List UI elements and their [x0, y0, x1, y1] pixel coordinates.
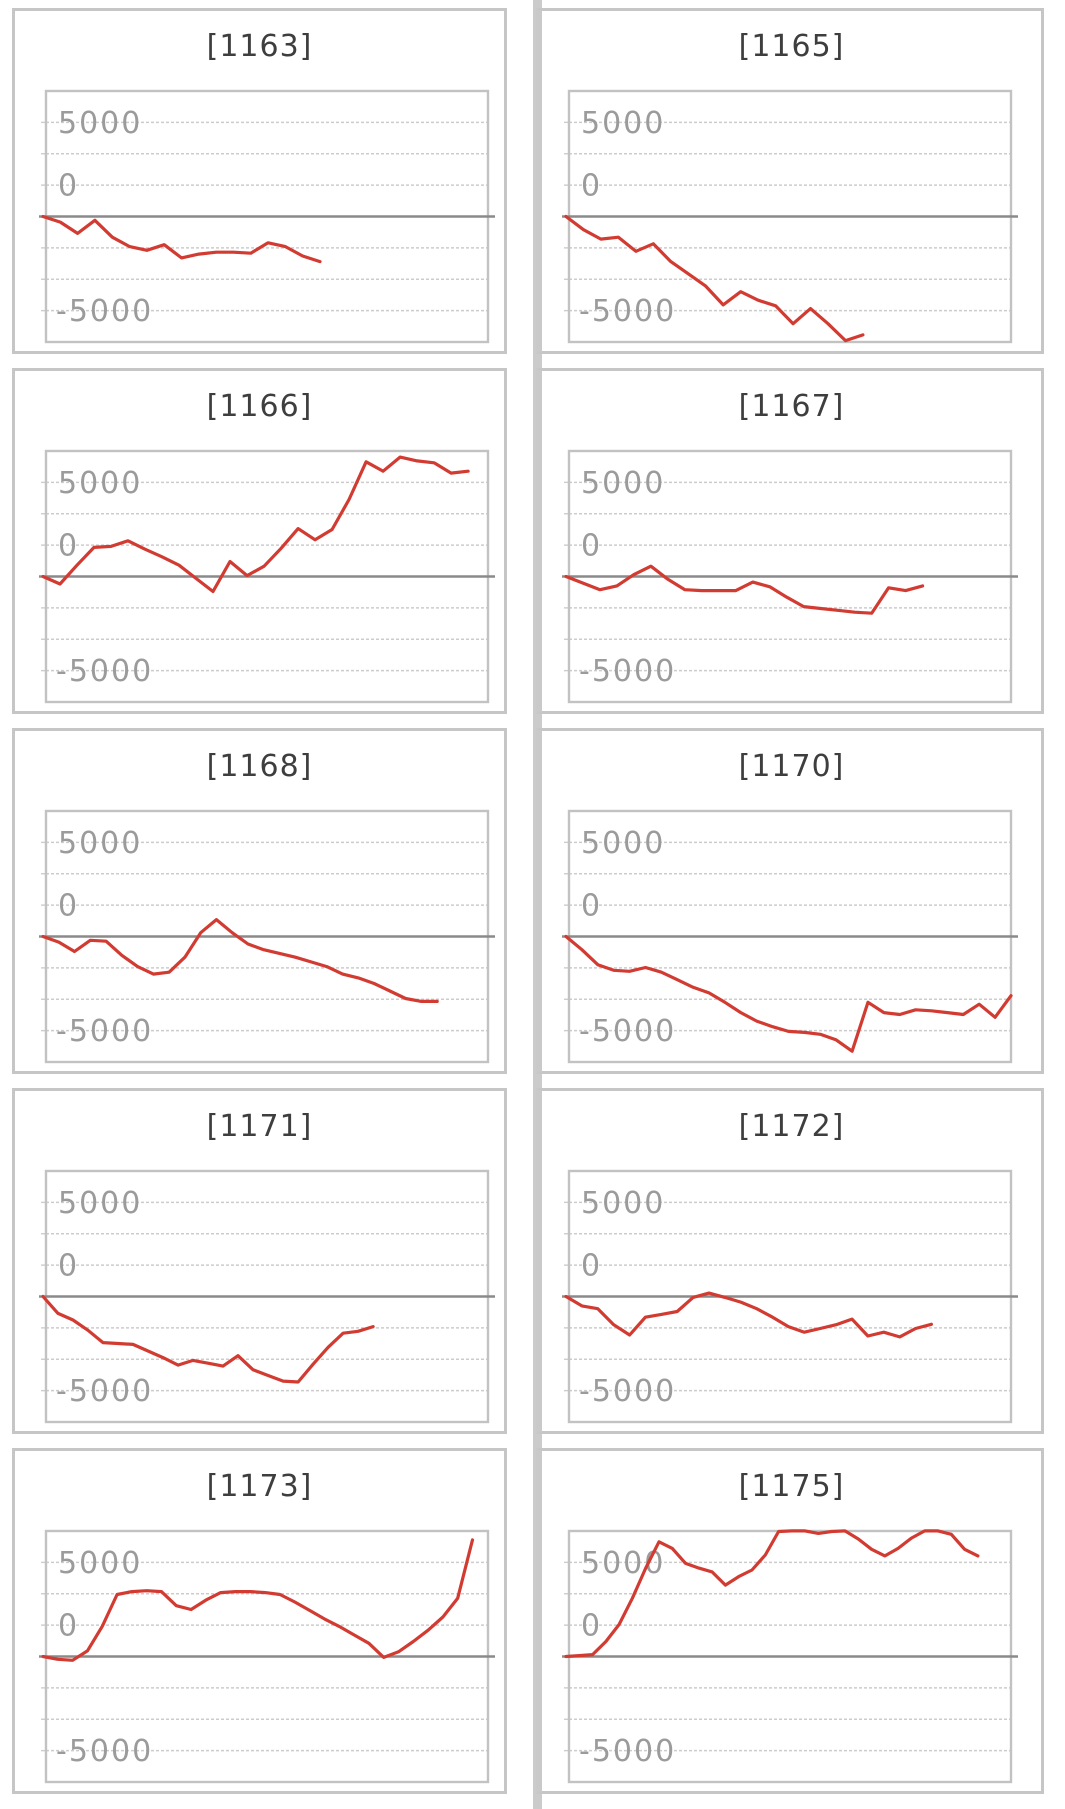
chart-plot: 5000 0 -5000: [39, 1529, 495, 1784]
chart-title: [1172]: [738, 1109, 845, 1144]
series-line: [564, 564, 925, 615]
series-line: [41, 214, 322, 264]
chart-title: [1171]: [206, 1109, 313, 1144]
chart-card: [1168] 5000 0 -5000: [12, 728, 507, 1074]
y-axis-label: 0: [581, 1609, 602, 1644]
y-axis-label: 0: [58, 889, 79, 924]
chart-card: [1170] 5000 0 -5000: [536, 728, 1044, 1074]
series-line: [41, 1294, 375, 1384]
chart-title: [1167]: [738, 389, 845, 424]
chart-title: [1170]: [738, 749, 845, 784]
y-axis-label: 5000: [581, 466, 665, 501]
y-axis-label: 0: [58, 529, 79, 564]
y-axis-label: 0: [581, 169, 602, 204]
chart-card: [1172] 5000 0 -5000: [536, 1088, 1044, 1434]
chart-title: [1173]: [206, 1469, 313, 1504]
chart-card: [1165] 5000 0 -5000: [536, 8, 1044, 354]
chart-title: [1166]: [206, 389, 313, 424]
series-line: [41, 455, 470, 594]
y-axis-label: -5000: [56, 654, 153, 689]
chart-card: [1166] 5000 0 -5000: [12, 368, 507, 714]
chart-title: [1168]: [206, 749, 313, 784]
y-axis-label: -5000: [56, 294, 153, 329]
y-axis-label: -5000: [579, 1374, 676, 1409]
chart-plot: 5000 0 -5000: [562, 1169, 1018, 1424]
y-axis-label: 5000: [58, 1186, 142, 1221]
chart-title: [1175]: [738, 1469, 845, 1504]
series-line: [41, 917, 439, 1003]
chart-card: [1175] 5000 0 -5000: [536, 1448, 1044, 1794]
y-axis-label: -5000: [579, 1734, 676, 1769]
y-axis-label: 0: [58, 1249, 79, 1284]
chart-plot: 5000 0 -5000: [562, 809, 1018, 1064]
y-axis-label: 5000: [58, 106, 142, 141]
chart-plot: 5000 0 -5000: [562, 89, 1018, 344]
chart-plot: 5000 0 -5000: [562, 449, 1018, 704]
y-axis-label: -5000: [56, 1374, 153, 1409]
chart-plot: 5000 0 -5000: [39, 449, 495, 704]
chart-plot: 5000 0 -5000: [39, 809, 495, 1064]
y-axis-label: -5000: [56, 1734, 153, 1769]
chart-title: [1163]: [206, 29, 313, 64]
series-line: [564, 1529, 980, 1659]
y-axis-label: 5000: [581, 1186, 665, 1221]
chart-card: [1163] 5000 0 -5000: [12, 8, 507, 354]
y-axis-label: 0: [581, 1249, 602, 1284]
chart-card: [1173] 5000 0 -5000: [12, 1448, 507, 1794]
y-axis-label: 5000: [58, 466, 142, 501]
y-axis-label: 0: [581, 529, 602, 564]
y-axis-label: 5000: [58, 1546, 142, 1581]
y-axis-label: 5000: [581, 826, 665, 861]
y-axis-label: 0: [58, 169, 79, 204]
chart-title: [1165]: [738, 29, 845, 64]
chart-plot: 5000 0 -5000: [39, 1169, 495, 1424]
y-axis-label: 5000: [581, 106, 665, 141]
y-axis-label: -5000: [56, 1014, 153, 1049]
series-line: [41, 1538, 475, 1662]
y-axis-label: 0: [58, 1609, 79, 1644]
y-axis-label: -5000: [579, 654, 676, 689]
series-line: [564, 1291, 933, 1339]
chart-card: [1171] 5000 0 -5000: [12, 1088, 507, 1434]
series-line: [564, 934, 1013, 1053]
y-axis-label: -5000: [579, 1014, 676, 1049]
y-axis-label: 0: [581, 889, 602, 924]
chart-card: [1167] 5000 0 -5000: [536, 368, 1044, 714]
chart-plot: 5000 0 -5000: [39, 89, 495, 344]
y-axis-label: -5000: [579, 294, 676, 329]
y-axis-label: 5000: [58, 826, 142, 861]
series-line: [564, 214, 865, 343]
